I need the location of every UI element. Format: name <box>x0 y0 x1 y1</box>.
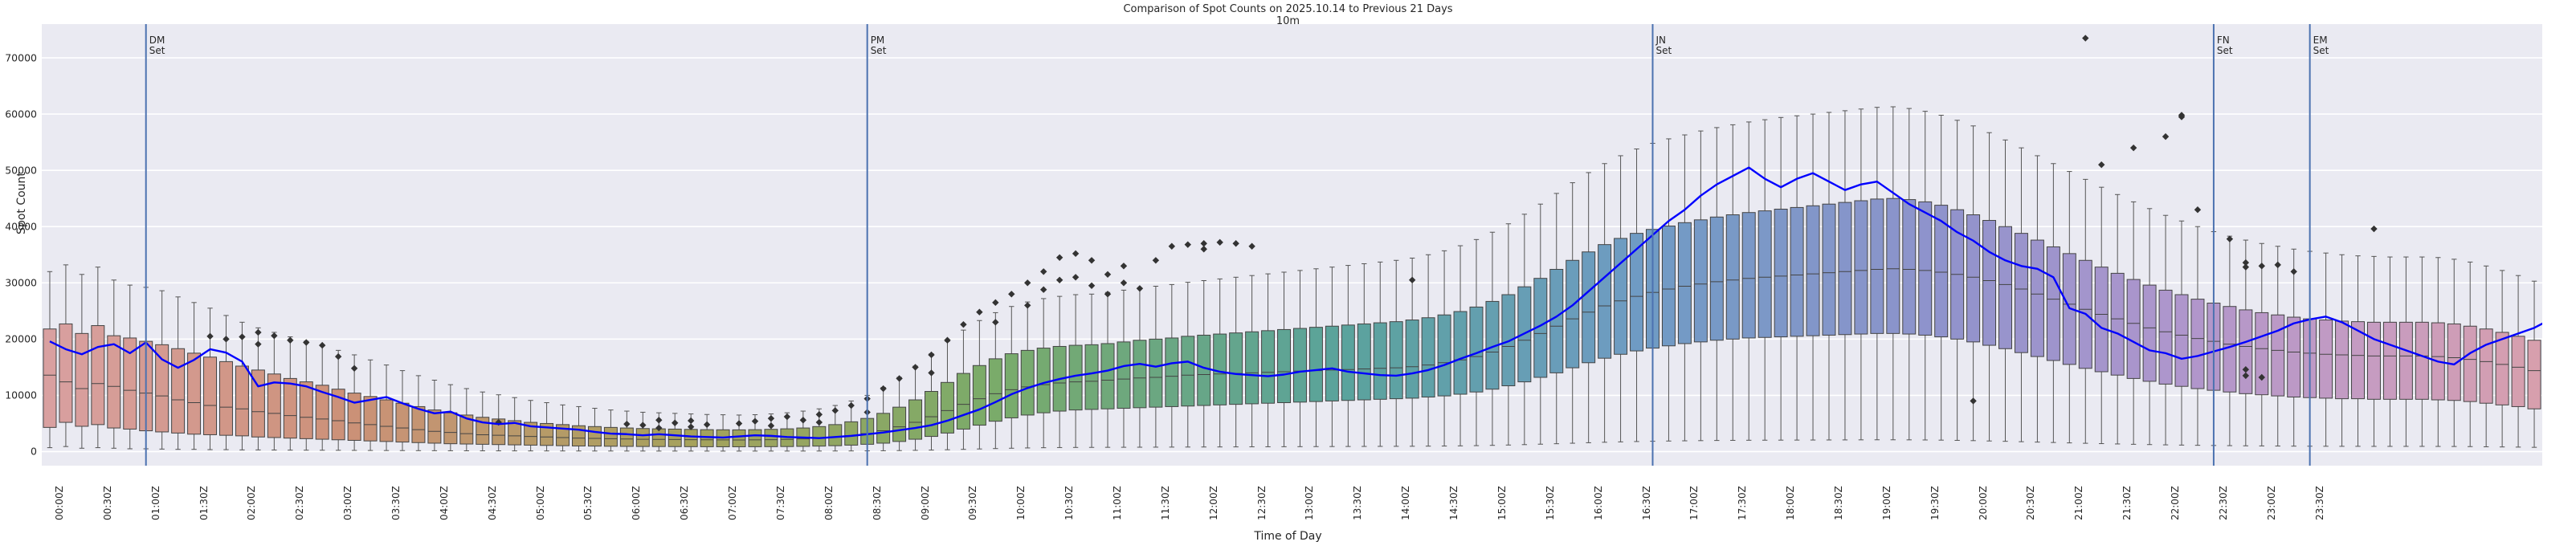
y-tick-label: 70000 <box>5 51 37 64</box>
x-tick-label: 21:30Z <box>2121 486 2133 520</box>
x-tick-label: 04:00Z <box>438 486 450 520</box>
overlay-line <box>49 166 2542 439</box>
x-tick-label: 05:30Z <box>582 486 594 520</box>
x-tick-label: 11:30Z <box>1159 486 1171 520</box>
x-tick-label: 03:30Z <box>390 486 402 520</box>
x-tick-label: 10:00Z <box>1015 486 1027 520</box>
x-tick-label: 00:00Z <box>53 486 65 520</box>
x-tick-label: 13:30Z <box>1352 486 1364 520</box>
plot-area <box>42 24 2542 466</box>
x-tick-label: 18:30Z <box>1832 486 1844 520</box>
x-axis-ticks: 00:00Z 00:30Z 01:00Z 01:30Z 02:00Z 02:30Z 03:0… <box>42 469 2542 525</box>
annotation-label-dm: DM Set <box>149 35 165 55</box>
boxplot-group <box>43 35 2541 452</box>
x-tick-label: 00:30Z <box>101 486 113 520</box>
y-tick-label: 40000 <box>5 220 37 233</box>
annotation-label-jn: JN Set <box>1655 35 1672 55</box>
y-tick-label: 30000 <box>5 276 37 289</box>
x-tick-label: 08:00Z <box>823 486 835 520</box>
x-tick-label: 08:30Z <box>871 486 883 520</box>
annotation-label-line1: FN <box>2216 35 2230 46</box>
x-tick-label: 02:00Z <box>246 486 258 520</box>
y-tick-label: 0 <box>31 445 37 458</box>
x-tick-label: 09:00Z <box>919 486 931 520</box>
annotation-label-line1: JN <box>1655 35 1666 46</box>
x-tick-label: 02:30Z <box>294 486 306 520</box>
x-tick-label: 21:00Z <box>2073 486 2085 520</box>
x-tick-label: 22:30Z <box>2217 486 2229 520</box>
x-tick-label: 09:30Z <box>967 486 979 520</box>
plot-svg <box>42 24 2542 466</box>
annotation-label-line2: Set <box>149 44 165 56</box>
y-axis-ticks: 0 10000 20000 30000 40000 50000 60000 70000 <box>0 24 37 466</box>
annotation-label-line2: Set <box>870 44 887 56</box>
x-tick-label: 01:30Z <box>198 486 210 520</box>
annotation-label-pm: PM Set <box>871 35 887 55</box>
x-tick-label: 15:00Z <box>1496 486 1508 520</box>
x-tick-label: 01:00Z <box>149 486 161 520</box>
x-tick-label: 15:30Z <box>1544 486 1556 520</box>
chart-title: Comparison of Spot Counts on 2025.10.14 … <box>1123 3 1453 15</box>
x-tick-label: 07:30Z <box>774 486 786 520</box>
x-tick-label: 12:30Z <box>1255 486 1268 520</box>
x-axis-label: Time of Day <box>1254 530 1322 543</box>
x-tick-label: 14:00Z <box>1400 486 1412 520</box>
x-tick-label: 06:30Z <box>679 486 691 520</box>
x-tick-label: 20:00Z <box>1977 486 1989 520</box>
annotation-label-line2: Set <box>1655 44 1672 56</box>
x-tick-label: 19:00Z <box>1880 486 1892 520</box>
annotation-label-line1: EM <box>2313 35 2328 46</box>
x-tick-label: 16:30Z <box>1640 486 1652 520</box>
y-tick-label: 20000 <box>5 332 37 345</box>
x-tick-label: 22:00Z <box>2170 486 2182 520</box>
x-tick-label: 23:30Z <box>2313 486 2325 520</box>
annotation-label-line2: Set <box>2216 44 2233 56</box>
x-tick-label: 14:30Z <box>1448 486 1460 520</box>
x-tick-label: 19:30Z <box>1929 486 1941 520</box>
x-tick-label: 05:00Z <box>534 486 546 520</box>
x-tick-label: 16:00Z <box>1592 486 1604 520</box>
x-tick-label: 17:30Z <box>1737 486 1749 520</box>
x-tick-label: 13:00Z <box>1304 486 1316 520</box>
x-tick-label: 11:00Z <box>1112 486 1124 520</box>
x-tick-label: 10:30Z <box>1063 486 1076 520</box>
annotation-label-line1: PM <box>870 35 885 46</box>
annotation-label-fn: FN Set <box>2217 35 2233 55</box>
annotation-label-em: EM Set <box>2313 35 2329 55</box>
x-tick-label: 17:00Z <box>1688 486 1700 520</box>
annotation-label-line2: Set <box>2313 44 2329 56</box>
x-tick-label: 20:30Z <box>2025 486 2037 520</box>
x-tick-label: 04:30Z <box>486 486 498 520</box>
y-tick-label: 10000 <box>5 389 37 401</box>
x-tick-label: 18:00Z <box>1785 486 1797 520</box>
y-tick-label: 60000 <box>5 108 37 120</box>
x-tick-label: 12:00Z <box>1207 486 1219 520</box>
x-tick-label: 03:00Z <box>342 486 354 520</box>
x-tick-label: 23:00Z <box>2265 486 2277 520</box>
x-tick-label: 07:00Z <box>727 486 739 520</box>
x-tick-label: 06:00Z <box>631 486 643 520</box>
y-tick-label: 50000 <box>5 164 37 177</box>
annotation-label-line1: DM <box>149 35 165 46</box>
